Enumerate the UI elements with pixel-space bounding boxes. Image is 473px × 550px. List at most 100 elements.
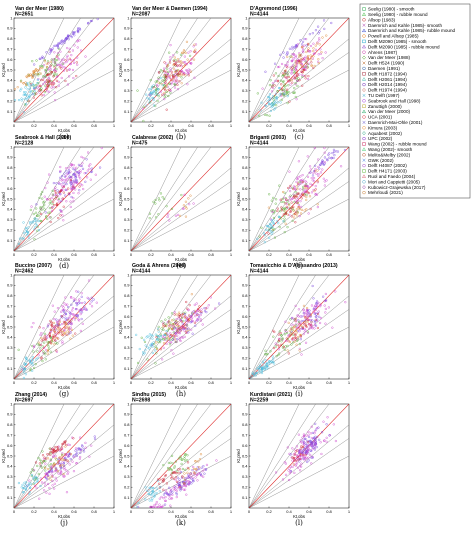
data-point xyxy=(53,462,56,465)
data-point xyxy=(294,212,297,215)
legend-label: Allsop (1983) xyxy=(368,17,396,22)
data-point xyxy=(296,449,299,452)
data-point xyxy=(95,301,98,304)
data-point xyxy=(62,309,65,312)
legend-marker xyxy=(362,82,366,87)
data-point xyxy=(67,452,70,455)
y-tick-label: 0.7 xyxy=(124,433,130,438)
data-point xyxy=(273,330,276,334)
y-tick-label: 0.7 xyxy=(242,433,248,438)
y-axis-label: Kt,pred xyxy=(1,192,6,206)
data-point xyxy=(258,235,261,238)
data-point xyxy=(296,202,299,205)
data-point xyxy=(155,487,158,490)
data-point xyxy=(289,210,292,214)
data-point xyxy=(316,311,319,314)
y-axis-label: Kt,pred xyxy=(118,320,123,334)
data-point xyxy=(79,164,82,167)
data-point xyxy=(67,450,70,453)
data-point xyxy=(309,314,312,317)
data-point xyxy=(297,203,301,207)
y-tick-label: 0.2 xyxy=(242,356,248,361)
data-point xyxy=(63,179,66,182)
data-point xyxy=(297,160,300,163)
data-point xyxy=(289,190,292,193)
data-point xyxy=(72,299,76,303)
data-point xyxy=(298,342,301,346)
data-point xyxy=(54,327,57,330)
y-tick-label: 0.5 xyxy=(7,196,13,201)
data-point xyxy=(274,95,277,98)
data-point xyxy=(176,58,179,61)
data-point xyxy=(77,318,80,321)
data-point xyxy=(148,217,151,220)
y-tick-label: 0.8 xyxy=(124,293,130,298)
data-point xyxy=(62,191,65,194)
data-point xyxy=(27,73,30,76)
data-point xyxy=(191,313,194,316)
data-point xyxy=(146,346,149,349)
data-point xyxy=(25,357,28,360)
data-point xyxy=(33,345,36,349)
data-point xyxy=(77,290,80,293)
data-point xyxy=(68,175,71,178)
data-point xyxy=(24,86,27,89)
data-point xyxy=(157,88,160,91)
x-tick-label: 1 xyxy=(113,380,116,385)
legend-entry: Van der Meer (2000) xyxy=(361,109,411,114)
y-tick-label: 0.6 xyxy=(124,57,130,62)
data-point xyxy=(185,323,188,326)
data-point xyxy=(297,450,301,453)
data-point xyxy=(152,490,155,493)
data-point xyxy=(183,472,186,475)
data-point xyxy=(148,101,151,104)
data-point xyxy=(49,350,52,353)
data-point xyxy=(191,312,194,315)
data-point xyxy=(283,461,286,464)
data-point xyxy=(275,98,278,101)
tolerance-line xyxy=(249,181,349,251)
y-tick-label: 0.8 xyxy=(124,36,130,41)
legend-label: Delft H4087 (2002) xyxy=(368,163,407,168)
data-point xyxy=(77,299,81,302)
data-point xyxy=(302,457,305,460)
data-point xyxy=(32,478,36,481)
legend-label: Melito&Melby (2002) xyxy=(368,152,411,157)
data-point xyxy=(54,331,57,334)
data-point xyxy=(306,77,310,81)
data-point xyxy=(281,337,284,341)
data-point xyxy=(328,152,331,155)
data-point xyxy=(146,97,149,100)
data-point xyxy=(80,292,83,295)
data-point xyxy=(43,351,46,354)
data-point xyxy=(24,93,27,96)
data-point xyxy=(79,169,82,172)
data-point xyxy=(177,457,181,460)
tolerance-line xyxy=(14,18,95,122)
data-point xyxy=(146,358,149,361)
data-point xyxy=(61,316,64,319)
x-tick-label: 1 xyxy=(113,252,116,257)
data-point xyxy=(69,337,72,340)
data-point xyxy=(68,68,71,71)
data-point xyxy=(162,323,165,326)
data-point xyxy=(286,61,289,64)
data-point xyxy=(269,98,272,101)
data-point xyxy=(323,304,326,307)
data-point xyxy=(33,90,36,93)
data-point xyxy=(163,61,166,64)
data-point xyxy=(55,445,58,449)
data-point xyxy=(183,313,187,316)
n-value: =2462 xyxy=(19,269,34,275)
data-point xyxy=(265,353,268,356)
data-point xyxy=(296,455,299,459)
data-point xyxy=(310,61,313,64)
data-point xyxy=(301,47,305,51)
data-point xyxy=(292,68,295,71)
data-point xyxy=(321,168,324,171)
data-point xyxy=(193,321,197,324)
x-tick-label: 0 xyxy=(13,252,16,257)
data-point xyxy=(306,460,309,464)
data-point xyxy=(203,307,206,310)
data-point xyxy=(296,74,299,77)
